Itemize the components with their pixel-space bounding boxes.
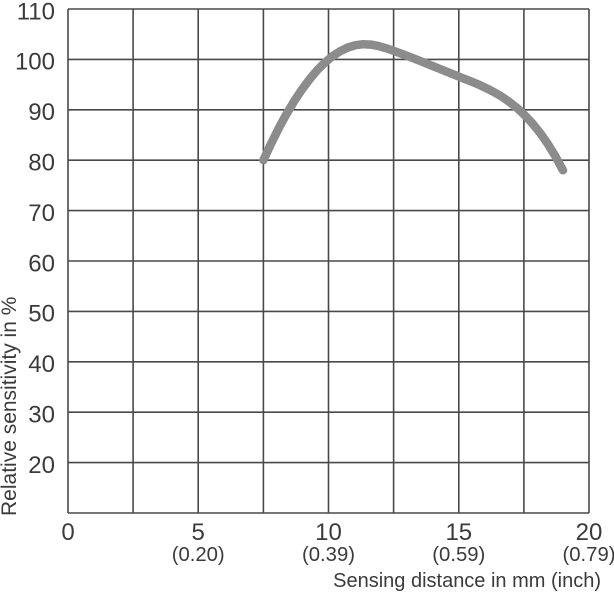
svg-text:70: 70 — [28, 200, 55, 227]
svg-text:(0.59): (0.59) — [432, 544, 485, 566]
svg-text:Sensing distance in mm (inch): Sensing distance in mm (inch) — [333, 570, 601, 592]
svg-text:5: 5 — [192, 519, 205, 546]
svg-text:50: 50 — [28, 301, 55, 328]
svg-text:90: 90 — [28, 99, 55, 126]
svg-text:0: 0 — [61, 519, 74, 546]
svg-text:30: 30 — [28, 402, 55, 429]
svg-text:(0.39): (0.39) — [302, 544, 355, 566]
svg-text:Relative sensitivity in %: Relative sensitivity in % — [0, 297, 21, 516]
svg-text:(0.79): (0.79) — [563, 544, 614, 566]
svg-text:110: 110 — [17, 0, 55, 25]
svg-text:20: 20 — [28, 452, 55, 479]
svg-text:40: 40 — [28, 351, 55, 378]
svg-text:100: 100 — [15, 49, 55, 76]
svg-text:60: 60 — [28, 250, 55, 277]
svg-text:80: 80 — [28, 150, 55, 177]
svg-text:(0.20): (0.20) — [172, 544, 225, 566]
svg-text:10: 10 — [315, 519, 342, 546]
svg-text:15: 15 — [445, 519, 472, 546]
svg-text:20: 20 — [576, 519, 603, 546]
